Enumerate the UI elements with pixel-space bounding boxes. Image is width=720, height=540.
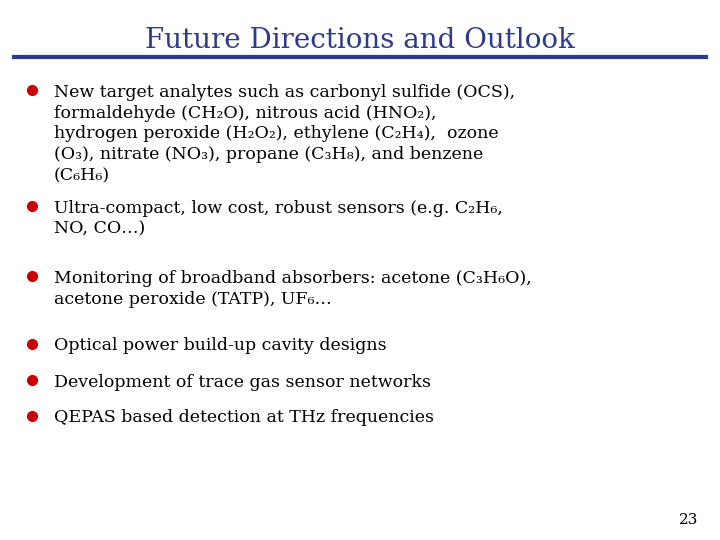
Text: Monitoring of broadband absorbers: acetone (C₃H₆O),
acetone peroxide (TATP), UF₆: Monitoring of broadband absorbers: aceto… [54, 270, 532, 308]
Text: Future Directions and Outlook: Future Directions and Outlook [145, 27, 575, 54]
Text: Optical power build-up cavity designs: Optical power build-up cavity designs [54, 338, 387, 354]
Text: New target analytes such as carbonyl sulfide (OCS),
formaldehyde (CH₂O), nitrous: New target analytes such as carbonyl sul… [54, 84, 515, 184]
Text: Ultra-compact, low cost, robust sensors (e.g. C₂H₆,
NO, CO…): Ultra-compact, low cost, robust sensors … [54, 200, 503, 238]
Text: 23: 23 [679, 512, 698, 526]
Text: Development of trace gas sensor networks: Development of trace gas sensor networks [54, 374, 431, 390]
Text: QEPAS based detection at THz frequencies: QEPAS based detection at THz frequencies [54, 409, 434, 426]
